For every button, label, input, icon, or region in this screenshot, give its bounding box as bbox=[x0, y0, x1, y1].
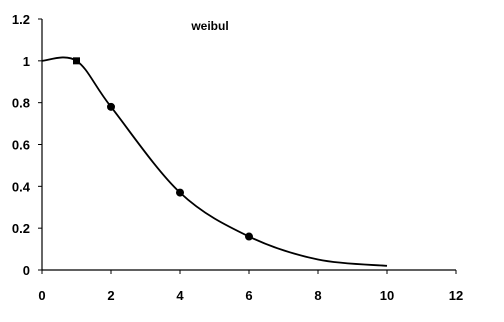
y-tick-label: 0.4 bbox=[12, 179, 31, 194]
x-tick-label: 2 bbox=[107, 288, 114, 303]
x-tick-label: 4 bbox=[176, 288, 184, 303]
x-tick-label: 6 bbox=[245, 288, 252, 303]
x-tick-label: 10 bbox=[380, 288, 394, 303]
y-tick-label: 0.2 bbox=[12, 221, 30, 236]
data-point-square bbox=[73, 57, 80, 65]
x-tick-label: 12 bbox=[449, 288, 463, 303]
x-tick-label: 0 bbox=[38, 288, 45, 303]
data-point bbox=[107, 102, 115, 111]
data-point bbox=[176, 188, 184, 197]
x-tick-label: 8 bbox=[314, 288, 321, 303]
y-tick-label: 0.6 bbox=[12, 138, 30, 153]
y-tick-label: 1 bbox=[23, 54, 30, 69]
plot-area: 0 2 4 6 8 10 12 0 0.2 0.4 0.6 0.8 1 1.2 bbox=[12, 12, 463, 303]
y-tick-label: 0 bbox=[23, 263, 30, 278]
chart-title: weibul bbox=[190, 19, 228, 33]
series-line bbox=[41, 56, 388, 267]
y-tick-label: 1.2 bbox=[12, 12, 30, 27]
data-point bbox=[245, 232, 253, 241]
y-tick-label: 0.8 bbox=[12, 96, 30, 111]
